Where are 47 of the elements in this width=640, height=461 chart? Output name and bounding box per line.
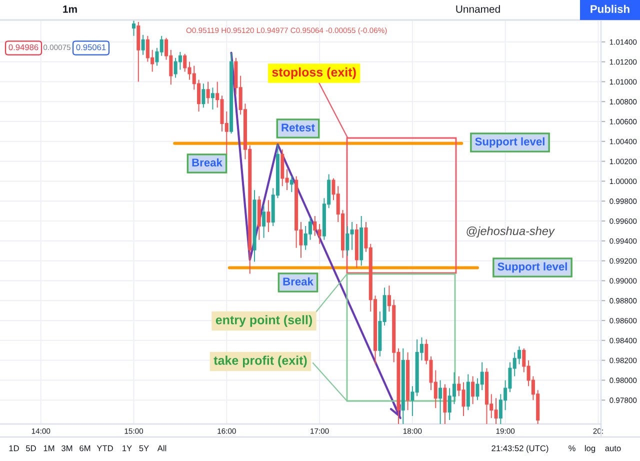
text: 5Y [139, 445, 149, 452]
candlestick [252, 190, 256, 262]
candlestick [401, 348, 405, 424]
text: 1Y [122, 445, 132, 452]
text: YTD [96, 445, 113, 452]
text: Publish [590, 4, 630, 13]
candlestick [136, 22, 140, 82]
text: 1D [9, 445, 19, 452]
text: 21:43:52 (UTC) [492, 445, 548, 453]
candlestick [360, 216, 364, 266]
candlestick [202, 83, 206, 108]
text: Unnamed [456, 5, 500, 13]
annotation: 0.95061 [76, 44, 106, 50]
text: auto [605, 446, 621, 452]
candlestick [354, 224, 358, 268]
annotation: Break [192, 158, 222, 166]
annotation: stoploss (exit) [272, 67, 356, 80]
candlestick [484, 368, 489, 424]
annotation: entry point (sell) [216, 315, 312, 327]
candlestick [443, 384, 447, 424]
annotation: take profit (exit) [214, 356, 307, 368]
candlestick [257, 196, 261, 240]
annotation: 0.94986 [8, 44, 38, 50]
candlestick [290, 176, 294, 193]
candlestick [266, 200, 270, 232]
text: All [157, 445, 166, 452]
text: log [585, 445, 596, 453]
annotation: Support level [498, 262, 567, 273]
candlestick [230, 52, 234, 134]
candlestick [438, 380, 442, 424]
annotation: Support level [475, 137, 544, 148]
candlestick [262, 204, 266, 238]
text: 6M [80, 445, 90, 452]
annotation: @jehoshua-shey [466, 226, 555, 238]
text: % [568, 445, 576, 452]
candlestick [210, 87, 214, 110]
candlestick [471, 376, 475, 405]
annotation: Break [283, 277, 314, 286]
candlestick [206, 81, 210, 104]
candlestick [466, 374, 470, 411]
text: 1m [63, 6, 77, 13]
candlestick [406, 352, 410, 411]
candlestick [141, 34, 145, 56]
annotation: Retest [282, 124, 315, 132]
text: 1M [44, 445, 54, 452]
text: 5D [26, 445, 36, 452]
text: 3M [62, 445, 72, 452]
